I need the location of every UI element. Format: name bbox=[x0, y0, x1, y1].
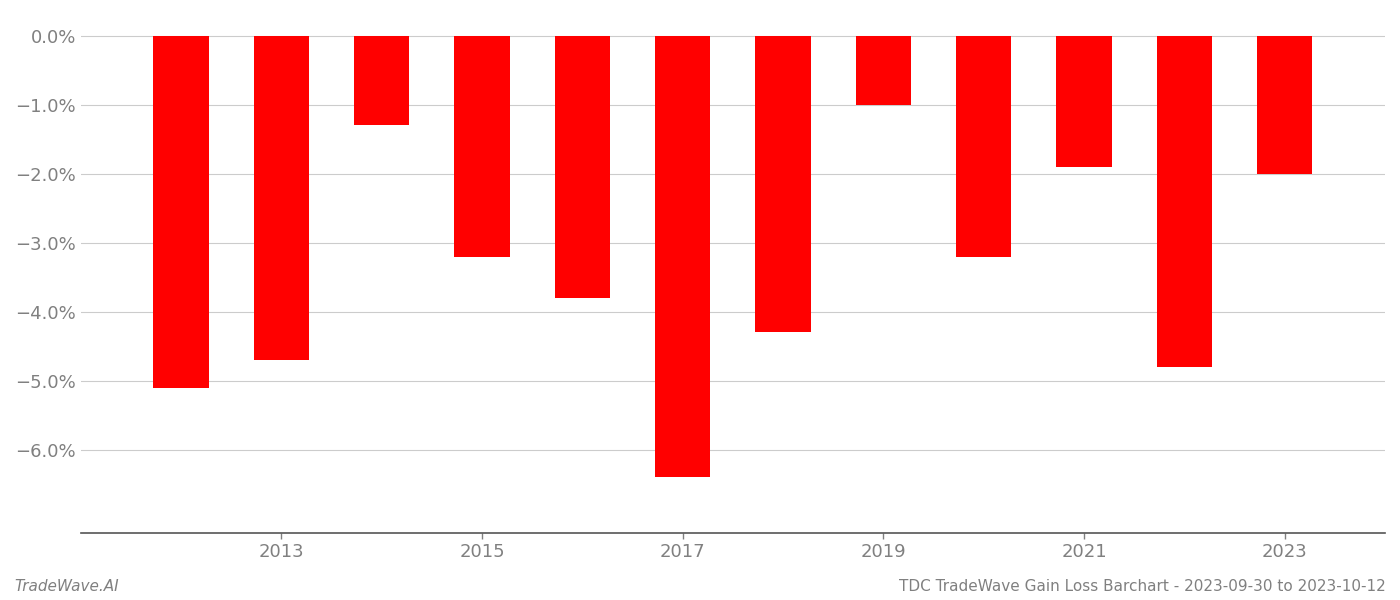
Bar bbox=[554, 36, 610, 298]
Text: TDC TradeWave Gain Loss Barchart - 2023-09-30 to 2023-10-12: TDC TradeWave Gain Loss Barchart - 2023-… bbox=[899, 579, 1386, 594]
Bar bbox=[455, 36, 510, 257]
Bar bbox=[1156, 36, 1212, 367]
Bar bbox=[756, 36, 811, 332]
Bar bbox=[354, 36, 409, 125]
Bar bbox=[1057, 36, 1112, 167]
Bar bbox=[956, 36, 1011, 257]
Bar bbox=[855, 36, 911, 105]
Bar bbox=[655, 36, 710, 478]
Text: TradeWave.AI: TradeWave.AI bbox=[14, 579, 119, 594]
Bar bbox=[154, 36, 209, 388]
Bar bbox=[253, 36, 309, 360]
Bar bbox=[1257, 36, 1312, 174]
